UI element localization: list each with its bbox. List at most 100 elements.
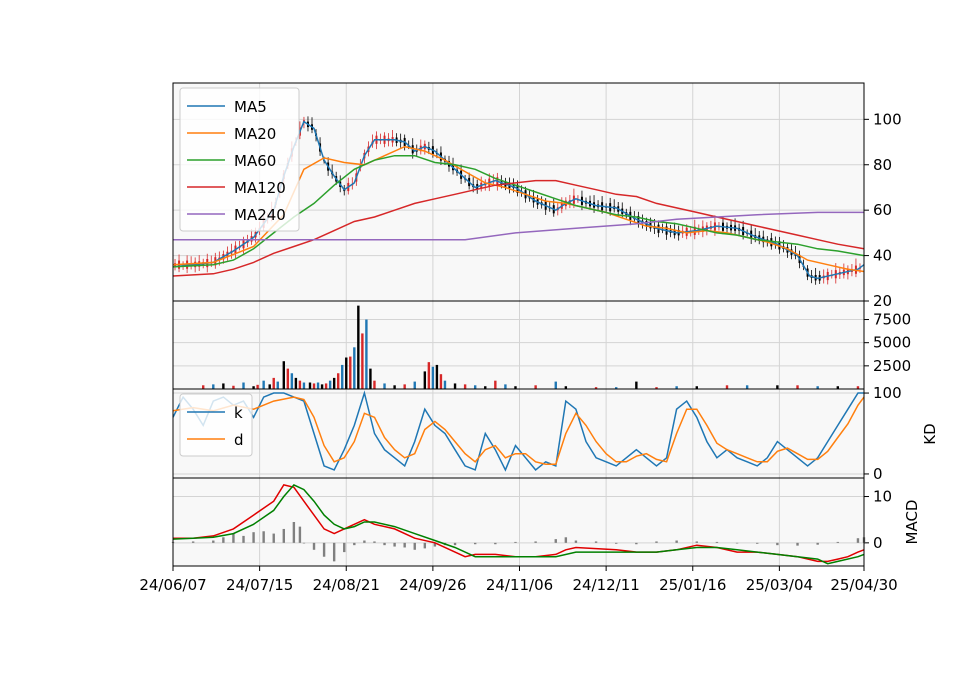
macd-axis-label: MACD <box>903 500 921 545</box>
volume-bar <box>298 380 302 389</box>
volume-bar <box>427 362 431 389</box>
legend-label: MA5 <box>234 98 267 116</box>
macd-histogram-bar <box>222 537 225 543</box>
macd-histogram-bar <box>232 533 235 543</box>
macd-histogram-bar <box>252 532 255 543</box>
y-tick-label: 80 <box>873 156 892 174</box>
x-tick-label: 24/12/11 <box>572 576 639 594</box>
x-tick-label: 25/04/30 <box>830 576 897 594</box>
macd-histogram-bar <box>413 542 416 550</box>
volume-bar <box>312 383 316 389</box>
macd-histogram-bar <box>322 542 326 557</box>
volume-bar <box>463 384 467 389</box>
volume-bar <box>320 384 324 389</box>
volume-bar <box>695 386 698 389</box>
volume-bar <box>365 319 368 389</box>
volume-bar <box>856 386 860 389</box>
volume-bar <box>222 383 225 389</box>
y-tick-label: 0 <box>873 534 883 552</box>
macd-histogram-bar <box>836 541 840 543</box>
macd-histogram-bar <box>363 540 366 543</box>
y-tick-label: 5000 <box>873 334 911 352</box>
macd-histogram-bar <box>373 541 376 543</box>
macd-histogram-bar <box>574 540 578 543</box>
y-tick-label: 100 <box>873 110 902 128</box>
macd-histogram-bar <box>353 542 356 546</box>
volume-bar <box>232 385 235 389</box>
volume-bar <box>796 385 799 389</box>
series-line-ma240 <box>173 211 864 241</box>
y-tick-label: 100 <box>873 384 902 402</box>
volume-bar <box>635 381 638 389</box>
macd-histogram-bar <box>715 541 719 543</box>
macd-histogram-bar <box>594 541 598 543</box>
volume-bar <box>534 385 537 389</box>
macd-histogram-bar <box>776 542 779 546</box>
macd-histogram-bar <box>212 540 215 543</box>
macd-histogram-bar <box>272 533 275 543</box>
macd-histogram-bar <box>514 541 517 543</box>
volume-bar <box>494 380 497 389</box>
volume-bar <box>328 380 332 389</box>
x-tick-label: 24/08/21 <box>313 576 380 594</box>
legend-label: k <box>234 404 243 422</box>
macd-histogram-bar <box>383 542 386 546</box>
y-tick-label: 7500 <box>873 311 911 329</box>
volume-bar <box>212 384 215 389</box>
macd-histogram-bar <box>191 541 195 543</box>
panel-background-volume <box>173 301 864 389</box>
volume-bar <box>484 386 487 389</box>
volume-bar <box>443 380 447 389</box>
volume-bar <box>369 368 372 389</box>
macd-histogram-bar <box>423 542 427 549</box>
y-tick-label: 0 <box>873 465 883 483</box>
macd-histogram-bar <box>615 542 618 544</box>
x-tick-label: 24/11/06 <box>486 576 553 594</box>
volume-bar <box>290 373 294 389</box>
macd-histogram-bar <box>473 542 477 545</box>
volume-bar <box>262 380 265 389</box>
volume-bar <box>554 381 557 389</box>
macd-histogram-bar <box>292 522 296 543</box>
volume-bar <box>272 377 275 389</box>
macd-histogram-bar <box>433 542 437 547</box>
volume-bar <box>615 387 618 389</box>
macd-histogram-bar <box>453 542 457 546</box>
volume-bar <box>357 305 360 389</box>
x-tick-label: 24/06/07 <box>139 576 206 594</box>
legend-box <box>179 393 253 457</box>
volume-bar <box>373 380 376 389</box>
kd-axis-label: KD <box>921 423 939 444</box>
macd-histogram-bar <box>343 542 346 553</box>
series-line-ma60 <box>172 154 865 268</box>
volume-bar <box>252 386 255 389</box>
macd-histogram-bar <box>856 538 860 543</box>
volume-bar <box>564 386 568 389</box>
volume-bar <box>256 384 259 389</box>
macd-histogram-bar <box>332 542 336 562</box>
volume-bar <box>725 385 729 389</box>
macd-histogram-bar <box>534 541 537 543</box>
volume-bar <box>675 386 678 389</box>
legend-label: MA60 <box>234 152 276 170</box>
volume-bar <box>393 385 396 389</box>
legend-label: MA20 <box>234 125 276 143</box>
volume-bar <box>836 386 840 389</box>
volume-bar <box>435 364 439 389</box>
legend-label: MA240 <box>234 206 286 224</box>
macd-histogram-bar <box>312 542 316 550</box>
y-tick-label: 10 <box>873 488 892 506</box>
macd-histogram-bar <box>695 541 698 543</box>
panel-border-MACD <box>172 477 865 567</box>
volume-bar <box>504 384 507 389</box>
macd-histogram-bar <box>675 540 678 543</box>
volume-bar <box>473 385 477 389</box>
series-line-d <box>172 396 865 465</box>
macd-histogram-bar <box>655 541 658 543</box>
volume-bar <box>341 364 344 389</box>
volume-bar <box>353 347 356 389</box>
macd-histogram-bar <box>403 542 406 548</box>
volume-bar <box>202 385 205 389</box>
